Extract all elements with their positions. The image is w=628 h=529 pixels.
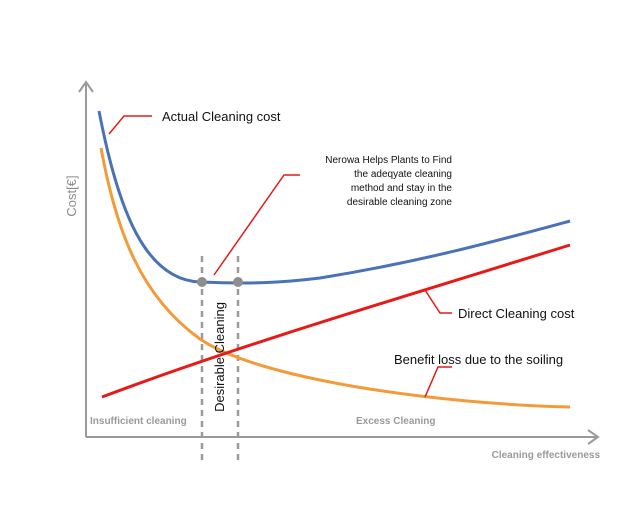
zone-desirable-label: Desirable Cleaning <box>212 302 227 412</box>
y-axis-label: Cost[€] <box>64 175 79 216</box>
annotation-line-4: desirable cleaning zone <box>347 197 453 208</box>
annotation-line-3: method and stay in the <box>351 183 453 194</box>
x-axis-arrow <box>587 429 600 445</box>
series-actual-cleaning-line <box>97 110 571 285</box>
x-axis-label: Cleaning effectiveness <box>492 450 601 461</box>
callout-actual-cleaning <box>108 115 152 135</box>
callout-direct-cleaning <box>424 289 452 314</box>
y-axis-arrow <box>78 80 94 93</box>
desirable-zone-right-marker <box>233 277 243 287</box>
series-direct-cleaning-line <box>101 243 571 399</box>
callout-benefit-loss <box>424 366 452 398</box>
label-benefit-loss: Benefit loss due to the soiling <box>394 352 563 367</box>
zone-insufficient-label: Insufficient cleaning <box>90 416 187 427</box>
annotation-line-2: the adeqyate cleaning <box>354 169 452 180</box>
desirable-zone-left-marker <box>197 277 207 287</box>
series-benefit-loss-line <box>99 147 571 409</box>
annotation-nerowa: Nerowa Helps Plants to Find the adeqyate… <box>325 155 452 208</box>
zone-excess-label: Excess Cleaning <box>356 416 435 427</box>
annotation-line-1: Nerowa Helps Plants to Find <box>325 155 452 166</box>
label-actual-cleaning: Actual Cleaning cost <box>162 109 281 124</box>
callout-nerowa <box>213 174 300 276</box>
axes <box>78 80 600 445</box>
label-direct-cleaning: Direct Cleaning cost <box>458 306 575 321</box>
